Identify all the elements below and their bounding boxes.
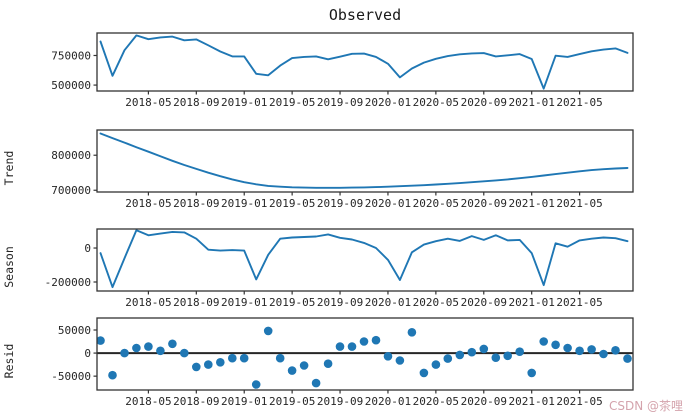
svg-text:2020-09: 2020-09 [461,296,507,309]
svg-text:2020-05: 2020-05 [413,395,459,408]
svg-text:2019-05: 2019-05 [269,296,315,309]
svg-text:2018-05: 2018-05 [125,197,171,210]
svg-text:2020-01: 2020-01 [365,395,411,408]
season-axes: 0 -200000 2018-05 2018-09 2019-01 2019-05 2019… [45,228,634,309]
svg-text:2020-05: 2020-05 [413,197,459,210]
svg-text:2021-05: 2021-05 [556,197,602,210]
svg-text:2019-01: 2019-01 [221,197,267,210]
svg-text:700000: 700000 [51,184,91,197]
svg-text:2019-05: 2019-05 [269,96,315,109]
trend-axis-label: Trend [2,150,16,186]
svg-text:2018-05: 2018-05 [125,96,171,109]
svg-text:-200000: -200000 [45,276,91,289]
svg-text:2021-05: 2021-05 [556,296,602,309]
svg-text:50000: 50000 [58,324,91,337]
svg-text:2021-01: 2021-01 [509,296,555,309]
svg-text:2019-01: 2019-01 [221,296,267,309]
resid-axes: 50000 0 -50000 2018-05 2018-09 2019-01 2019-05… [51,317,634,408]
trend-axes: 800000 700000 2018-05 2018-09 2019-01 2019-05… [51,129,634,210]
resid-axis-label: Resid [2,343,16,379]
svg-text:2019-09: 2019-09 [317,197,363,210]
svg-text:2021-01: 2021-01 [509,96,555,109]
svg-text:2019-09: 2019-09 [317,395,363,408]
svg-text:2020-01: 2020-01 [365,96,411,109]
watermark-text: CSDN @茶哩 [608,399,683,413]
svg-text:2018-05: 2018-05 [125,296,171,309]
svg-text:2019-09: 2019-09 [317,96,363,109]
svg-text:2019-05: 2019-05 [269,395,315,408]
svg-text:2021-05: 2021-05 [556,395,602,408]
observed-plot-title: Observed [328,6,402,24]
svg-text:2019-01: 2019-01 [221,395,267,408]
svg-text:2018-09: 2018-09 [173,96,219,109]
svg-text:2020-09: 2020-09 [461,96,507,109]
svg-text:800000: 800000 [51,149,91,162]
svg-text:2021-01: 2021-01 [509,395,555,408]
svg-text:750000: 750000 [51,49,91,62]
svg-text:0: 0 [84,242,91,255]
svg-text:0: 0 [84,347,91,360]
svg-text:2020-01: 2020-01 [365,296,411,309]
svg-text:2020-05: 2020-05 [413,96,459,109]
svg-text:2019-05: 2019-05 [269,197,315,210]
svg-text:500000: 500000 [51,79,91,92]
svg-text:2020-05: 2020-05 [413,296,459,309]
svg-text:2020-09: 2020-09 [461,395,507,408]
svg-text:2018-09: 2018-09 [173,197,219,210]
season-axis-label: Season [2,246,16,288]
svg-text:-50000: -50000 [51,370,91,383]
svg-text:2021-05: 2021-05 [556,96,602,109]
observed-axes: 750000 500000 2018-05 2018-09 2019-01 2019-05… [51,32,634,109]
svg-text:2018-05: 2018-05 [125,395,171,408]
svg-text:2020-09: 2020-09 [461,197,507,210]
svg-text:2019-01: 2019-01 [221,96,267,109]
svg-text:2019-09: 2019-09 [317,296,363,309]
svg-text:2018-09: 2018-09 [173,395,219,408]
svg-text:2018-09: 2018-09 [173,296,219,309]
svg-text:2021-01: 2021-01 [509,197,555,210]
svg-text:2020-01: 2020-01 [365,197,411,210]
